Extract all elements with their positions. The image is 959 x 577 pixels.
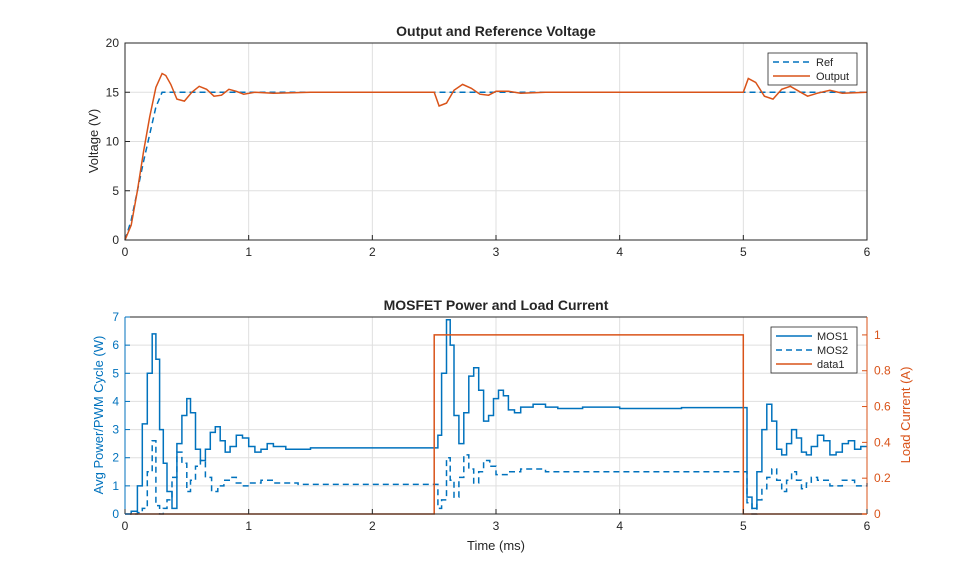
power-chart-title: MOSFET Power and Load Current [384, 297, 609, 313]
voltage-y-tick-label: 10 [106, 135, 120, 149]
power-series-line-mos2 [125, 440, 868, 515]
current-y-tick-label: 0.2 [874, 471, 891, 485]
power-series-line-mos1 [125, 319, 867, 515]
voltage-y-tick-label: 15 [106, 85, 120, 99]
power-legend-box [770, 326, 858, 374]
legend-output-label: Output [816, 71, 849, 83]
legend-mos1-label: MOS1 [817, 331, 848, 343]
voltage-legend: Ref Output [767, 52, 858, 86]
power-y-tick-label: 2 [112, 451, 119, 465]
power-x-tick-label: 4 [616, 519, 623, 533]
power-y-tick-label: 3 [112, 423, 119, 437]
voltage-series-line-output [124, 72, 868, 241]
power-y-axis-label: Avg Power/PWM Cycle (W) [91, 336, 106, 495]
voltage-ticks: 0 1 2 3 4 5 6 0 5 10 15 20 [106, 36, 871, 259]
voltage-x-tick-label: 5 [740, 245, 747, 259]
power-y-tick-label: 5 [112, 366, 119, 380]
power-x-tick-label: 5 [740, 519, 747, 533]
power-x-tick-label: 1 [245, 519, 252, 533]
power-x-tick-label: 3 [493, 519, 500, 533]
voltage-x-tick-label: 3 [493, 245, 500, 259]
voltage-x-tick-label: 1 [245, 245, 252, 259]
voltage-x-tick-label: 4 [616, 245, 623, 259]
voltage-x-tick-label: 2 [369, 245, 376, 259]
power-legend: MOS1 MOS2 data1 [770, 326, 858, 374]
voltage-chart-title: Output and Reference Voltage [396, 23, 596, 39]
voltage-series [124, 72, 868, 241]
legend-mos2-label: MOS2 [817, 345, 848, 357]
power-y-tick-label: 4 [112, 394, 119, 408]
time-x-axis-label: Time (ms) [467, 538, 525, 553]
current-y-tick-label: 0.6 [874, 400, 891, 414]
power-x-tick-label: 6 [864, 519, 871, 533]
voltage-x-tick-label: 6 [864, 245, 871, 259]
current-y-tick-label: 0.4 [874, 435, 891, 449]
voltage-x-tick-label: 0 [122, 245, 129, 259]
voltage-chart: 0 1 2 3 4 5 6 0 5 10 15 20 Output and Reference Vol… [86, 23, 871, 259]
legend-data1-label: data1 [817, 359, 845, 371]
current-y-tick-label: 1 [874, 328, 881, 342]
voltage-y-axis-label: Voltage (V) [86, 109, 101, 173]
voltage-y-tick-label: 20 [106, 36, 120, 50]
legend-ref-label: Ref [816, 57, 834, 69]
current-y-tick-label: 0 [874, 507, 881, 521]
power-y-tick-label: 0 [112, 507, 119, 521]
power-y-tick-label: 6 [112, 338, 119, 352]
voltage-legend-box [767, 52, 858, 86]
current-y-tick-label: 0.8 [874, 364, 891, 378]
power-y-tick-label: 1 [112, 479, 119, 493]
power-x-tick-label: 0 [122, 519, 129, 533]
voltage-y-tick-label: 5 [112, 184, 119, 198]
power-y-tick-label: 7 [112, 310, 119, 324]
current-y-axis-label: Load Current (A) [898, 367, 913, 464]
power-x-tick-label: 2 [369, 519, 376, 533]
voltage-y-tick-label: 0 [112, 233, 119, 247]
